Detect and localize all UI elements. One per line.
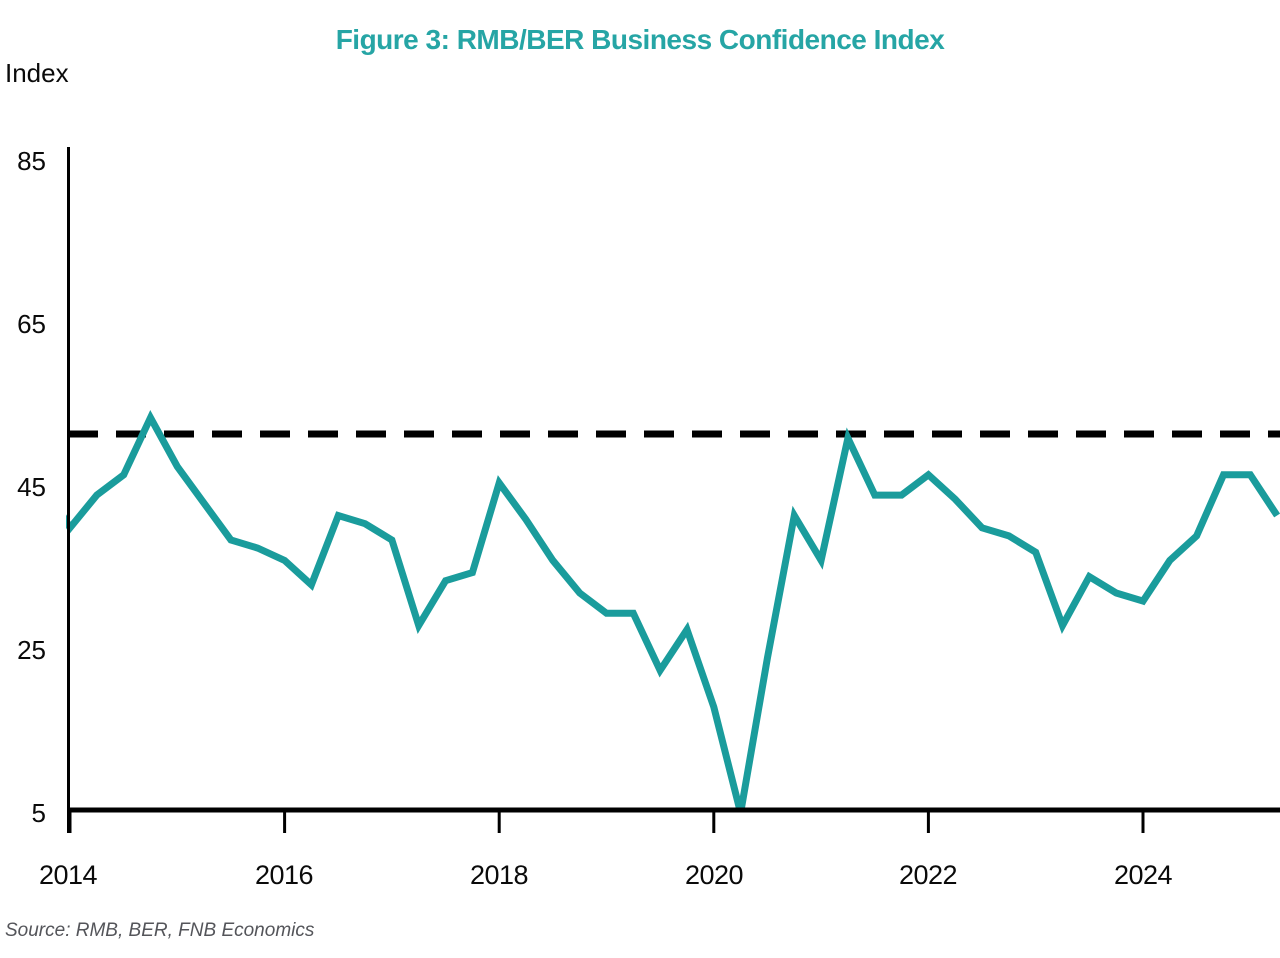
y-tick-label-45: 45 [17,472,46,502]
y-tick-label-25: 25 [17,635,46,665]
y-tick-label-85: 85 [17,146,46,176]
y-tick-label-5: 5 [31,798,46,828]
x-tick-label-2014: 2014 [38,860,98,890]
source-caption: Source: RMB, BER, FNB Economics [5,920,315,941]
y-tick-label-65: 65 [17,309,46,339]
page-title: Figure 3: RMB/BER Business Confidence In… [335,24,945,55]
x-tick-label-2018: 2018 [469,860,529,890]
x-tick-label-2020: 2020 [684,860,744,890]
confidence-index-line [66,409,1280,812]
x-tick-label-2024: 2024 [1113,860,1173,890]
x-tick-label-2022: 2022 [898,860,958,890]
x-tick-label-2016: 2016 [254,860,314,890]
y-axis-title: Index [5,58,69,88]
